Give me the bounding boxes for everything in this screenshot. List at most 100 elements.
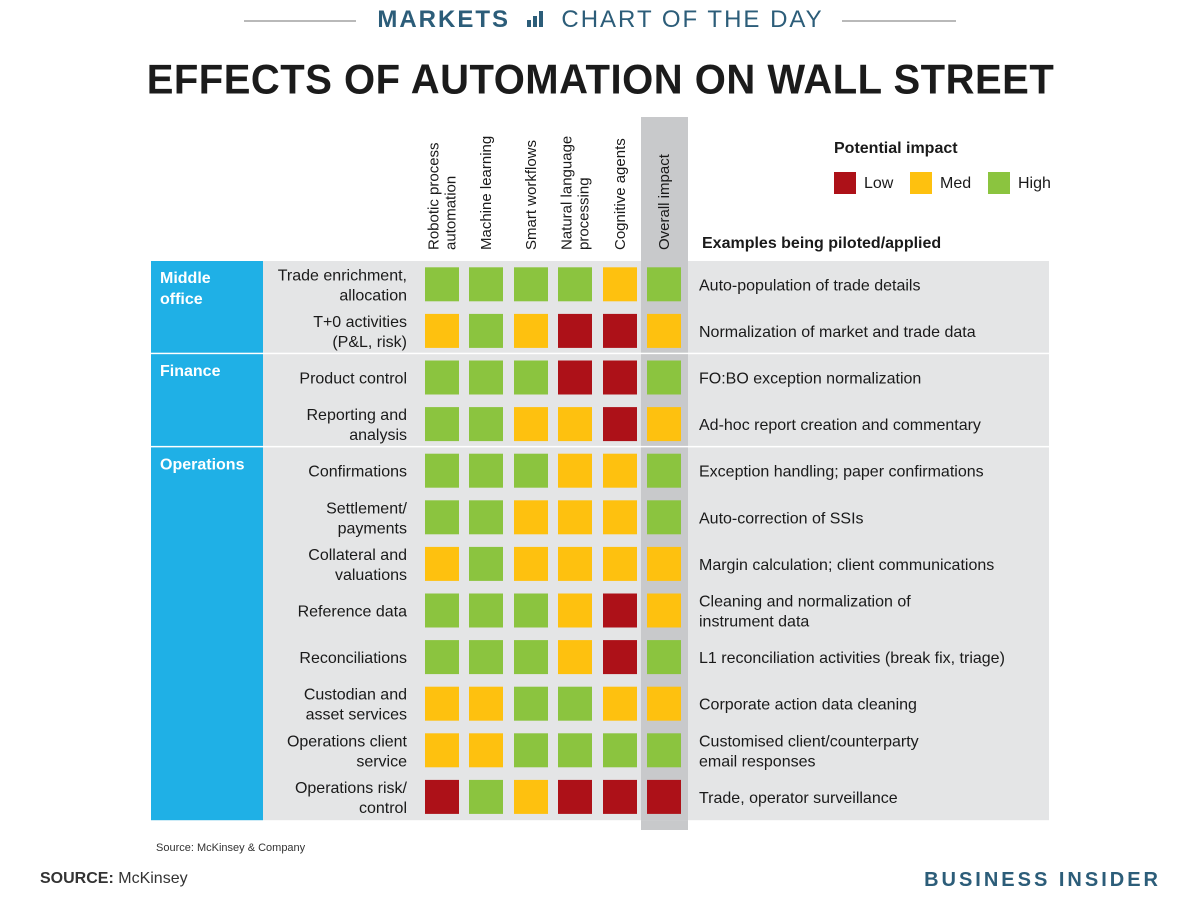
impact-cell-med [514,500,548,535]
example-text: Ad-hoc report creation and commentary [699,417,981,434]
process-label: Custodian and [304,687,407,704]
process-label: Confirmations [308,464,407,481]
example-text: Trade, operator surveillance [699,790,898,807]
impact-cell-high [514,360,548,395]
impact-cell-high [603,733,637,768]
example-text: Exception handling; paper confirmations [699,464,984,481]
section-bg [151,447,1049,821]
impact-cell-med [603,500,637,535]
process-label: Operations client [287,733,408,750]
impact-cell-high [425,360,459,395]
process-label: payments [338,520,407,537]
brand-logo: BUSINESS INSIDER [924,869,1161,891]
legend-swatch-med [910,172,932,194]
impact-cell-low [603,640,637,675]
impact-cell-high [514,686,548,721]
impact-cell-high [647,453,681,488]
impact-cell-low [603,313,637,348]
legend-label-low: Low [864,175,894,192]
banner-rule-right [842,20,956,22]
example-text: Auto-correction of SSIs [699,510,864,527]
impact-cell-high [558,733,592,768]
impact-cell-high [647,733,681,768]
process-label: asset services [306,707,407,724]
series-label: CHART OF THE DAY [561,6,824,33]
impact-cell-high [514,267,548,302]
process-label: Settlement/ [326,500,407,517]
impact-cell-low [603,593,637,628]
impact-cell-high [469,546,503,581]
impact-cell-low [558,779,592,814]
impact-cell-high [514,733,548,768]
column-header-3-line-0: Natural language [559,136,576,250]
examples-header: Examples being piloted/applied [702,235,941,252]
impact-cell-low [647,779,681,814]
process-label: Reporting and [306,407,407,424]
column-header-1: Machine learning [478,136,495,250]
legend-swatch-high [988,172,1010,194]
impact-cell-med [647,313,681,348]
impact-cell-med [514,546,548,581]
process-label: T+0 activities [313,314,407,331]
page-title: EFFECTS OF AUTOMATION ON WALL STREET [146,56,1055,104]
impact-cell-high [647,640,681,675]
process-label: control [359,800,407,817]
impact-cell-high [469,640,503,675]
section-bg [151,261,1049,355]
impact-cell-med [514,407,548,442]
column-header-4: Cognitive agents [612,138,629,250]
impact-cell-high [425,407,459,442]
example-text: Corporate action data cleaning [699,697,917,714]
legend-title: Potential impact [834,140,958,157]
section-band [151,447,263,821]
impact-cell-high [425,593,459,628]
impact-cell-high [469,407,503,442]
impact-cell-high [558,267,592,302]
example-text: FO:BO exception normalization [699,371,921,388]
impact-cell-high [469,360,503,395]
footer-source: SOURCE: McKinsey [40,870,188,888]
impact-cell-med [647,407,681,442]
legend-label-med: Med [940,175,971,192]
example-text: Margin calculation; client communication… [699,557,994,574]
source-value: McKinsey [118,870,188,887]
process-label: (P&L, risk) [332,334,407,351]
example-text: Auto-population of trade details [699,277,920,294]
section-name-2-line-0: Operations [160,456,245,473]
impact-cell-med [558,500,592,535]
banner-rule-left [244,20,356,22]
impact-cell-med [647,686,681,721]
process-label: Collateral and [308,547,407,564]
impact-cell-high [647,267,681,302]
impact-cell-med [425,686,459,721]
impact-cell-high [514,453,548,488]
impact-cell-med [558,640,592,675]
impact-cell-low [603,779,637,814]
bar-chart-icon [526,10,543,27]
process-label: Trade enrichment, [278,267,407,284]
example-text: Cleaning and normalization of [699,594,911,611]
banner: MARKETS CHART OF THE DAY [0,6,1201,34]
section-band [151,354,263,448]
example-text: Normalization of market and trade data [699,324,976,341]
source-label: SOURCE: [40,870,114,887]
section-name-1-line-0: Finance [160,363,221,380]
impact-cell-high [425,453,459,488]
column-header-0-line-1: automation [443,176,460,250]
process-label: allocation [339,287,407,304]
impact-cell-med [469,733,503,768]
legend-label-high: High [1018,175,1051,192]
section-name-0-line-0: Middle [160,270,211,287]
impact-cell-low [558,360,592,395]
example-text: instrument data [699,614,809,631]
impact-cell-high [425,267,459,302]
column-header-2: Smart workflows [523,140,540,250]
process-label: Product control [299,371,407,388]
example-text: L1 reconciliation activities (break fix,… [699,650,1005,667]
impact-cell-med [425,313,459,348]
impact-cell-high [469,453,503,488]
column-header-3-line-1: processing [576,177,593,250]
impact-cell-med [603,453,637,488]
impact-cell-high [469,500,503,535]
impact-cell-med [647,546,681,581]
